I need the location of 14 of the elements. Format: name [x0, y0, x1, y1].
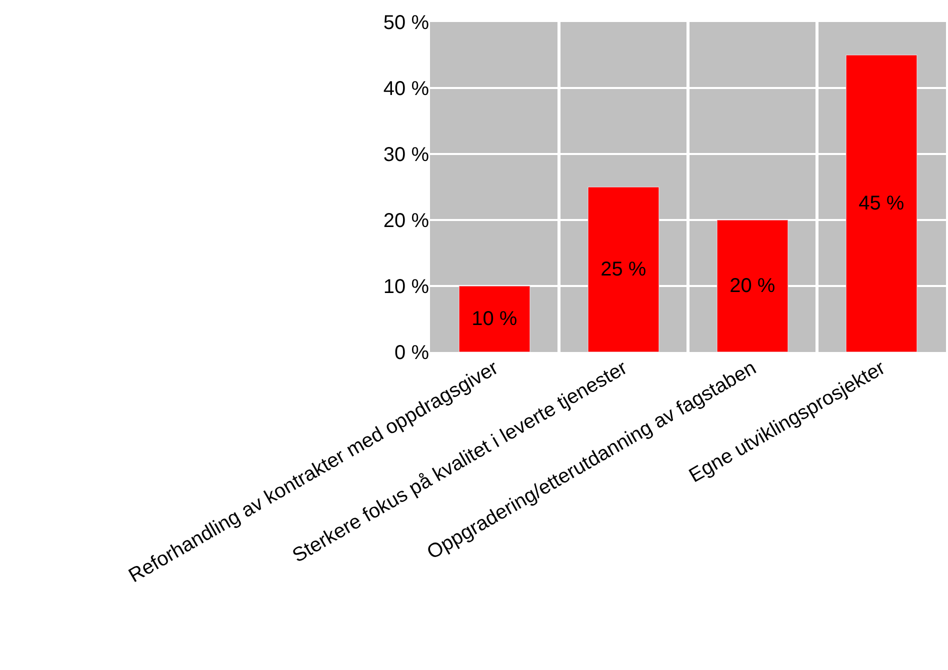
data-label: 10 % — [472, 308, 518, 330]
y-tick-label: 50 % — [383, 12, 430, 34]
bar — [716, 220, 788, 352]
bar — [458, 286, 530, 352]
y-tick-label: 10 % — [383, 276, 430, 298]
y-tick-label: 20 % — [383, 210, 430, 232]
data-label: 25 % — [600, 258, 646, 280]
data-label: 20 % — [730, 275, 776, 297]
y-tick-label: 40 % — [383, 78, 430, 100]
y-tick-label: 0 % — [394, 342, 430, 364]
y-tick-label: 30 % — [383, 144, 430, 166]
bar — [588, 186, 660, 352]
data-label: 45 % — [858, 192, 904, 214]
bar — [846, 54, 918, 352]
